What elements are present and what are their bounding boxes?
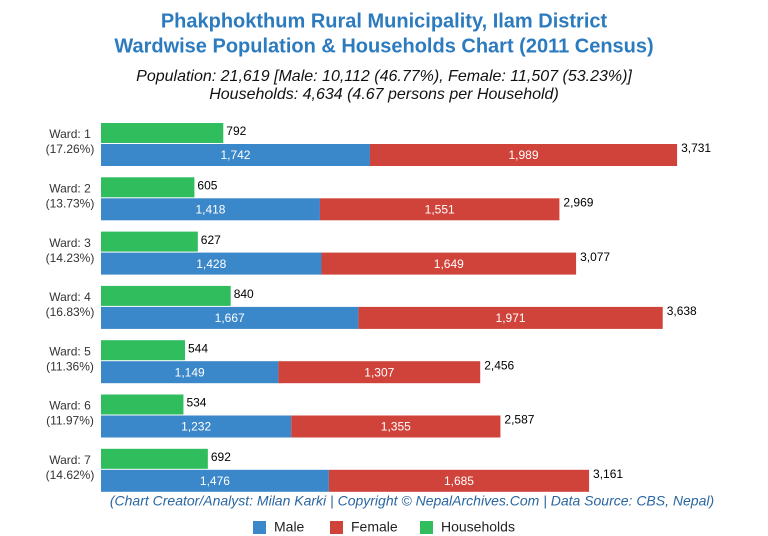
value-label: 1,551	[425, 202, 455, 216]
households-bar	[101, 177, 195, 198]
households-bar	[101, 340, 185, 361]
category-share: (13.73%)	[46, 196, 95, 210]
legend-swatch	[253, 521, 266, 534]
value-label: 1,307	[364, 365, 394, 379]
households-bar	[101, 123, 224, 143]
value-label: 1,418	[195, 202, 225, 216]
chart-subtitle: Population: 21,619 [Male: 10,112 (46.77%…	[136, 68, 632, 85]
population-bar	[319, 198, 560, 221]
chart-subtitle: Households: 4,634 (4.67 persons per Hous…	[209, 86, 559, 103]
population-bar	[101, 361, 279, 384]
legend-swatch	[420, 521, 433, 534]
population-bar	[101, 198, 320, 221]
total-label: 3,161	[593, 467, 623, 481]
category-label: Ward: 5	[49, 344, 91, 358]
legend-label: Male	[274, 519, 305, 535]
value-label: 1,685	[444, 474, 474, 488]
population-bar	[101, 415, 292, 438]
value-label: 1,649	[434, 257, 464, 271]
legend-label: Female	[351, 519, 398, 535]
households-bar	[101, 394, 184, 415]
value-label: 692	[211, 450, 231, 464]
category-share: (17.26%)	[46, 142, 95, 156]
value-label: 1,428	[196, 257, 226, 271]
value-label: 792	[226, 124, 246, 138]
category-share: (16.83%)	[46, 305, 95, 319]
value-label: 1,355	[381, 420, 411, 434]
category-label: Ward: 2	[49, 181, 91, 195]
households-bar	[101, 448, 208, 469]
population-bar	[101, 144, 370, 166]
value-label: 544	[188, 341, 208, 355]
population-bar	[278, 361, 481, 384]
value-label: 1,149	[175, 365, 205, 379]
population-bar	[101, 469, 329, 492]
value-label: 1,232	[181, 420, 211, 434]
population-bar	[101, 306, 359, 329]
total-label: 3,731	[681, 141, 711, 155]
category-label: Ward: 6	[49, 399, 91, 413]
chart-title: Wardwise Population & Households Chart (…	[114, 35, 653, 57]
value-label: 605	[197, 178, 217, 192]
households-bar	[101, 231, 198, 252]
total-label: 2,969	[563, 195, 593, 209]
category-label: Ward: 1	[49, 127, 91, 141]
value-label: 1,971	[496, 311, 526, 325]
category-label: Ward: 3	[49, 236, 91, 250]
population-bar	[358, 306, 663, 329]
total-label: 2,456	[484, 358, 514, 372]
population-bar	[321, 252, 577, 275]
category-label: Ward: 4	[49, 290, 91, 304]
category-share: (11.36%)	[46, 359, 94, 373]
total-label: 3,077	[580, 250, 610, 264]
households-bar	[101, 285, 231, 306]
category-label: Ward: 7	[49, 453, 91, 467]
credit: (Chart Creator/Analyst: Milan Karki | Co…	[110, 493, 714, 509]
population-bar	[291, 415, 501, 438]
value-label: 627	[201, 233, 221, 247]
value-label: 1,742	[220, 148, 250, 162]
population-bar	[101, 252, 322, 275]
chart-title: Phakphokthum Rural Municipality, Ilam Di…	[161, 10, 608, 32]
category-share: (14.62%)	[46, 468, 95, 482]
value-label: 1,989	[509, 148, 539, 162]
category-share: (14.23%)	[46, 251, 95, 265]
value-label: 1,476	[200, 474, 230, 488]
population-bar	[328, 469, 590, 492]
value-label: 840	[234, 287, 254, 301]
population-bar	[369, 144, 678, 166]
legend-label: Households	[441, 519, 515, 535]
value-label: 534	[186, 396, 206, 410]
category-share: (11.97%)	[46, 414, 94, 428]
value-label: 1,667	[215, 311, 245, 325]
total-label: 3,638	[667, 304, 697, 318]
total-label: 2,587	[504, 413, 534, 427]
legend-swatch	[330, 521, 343, 534]
